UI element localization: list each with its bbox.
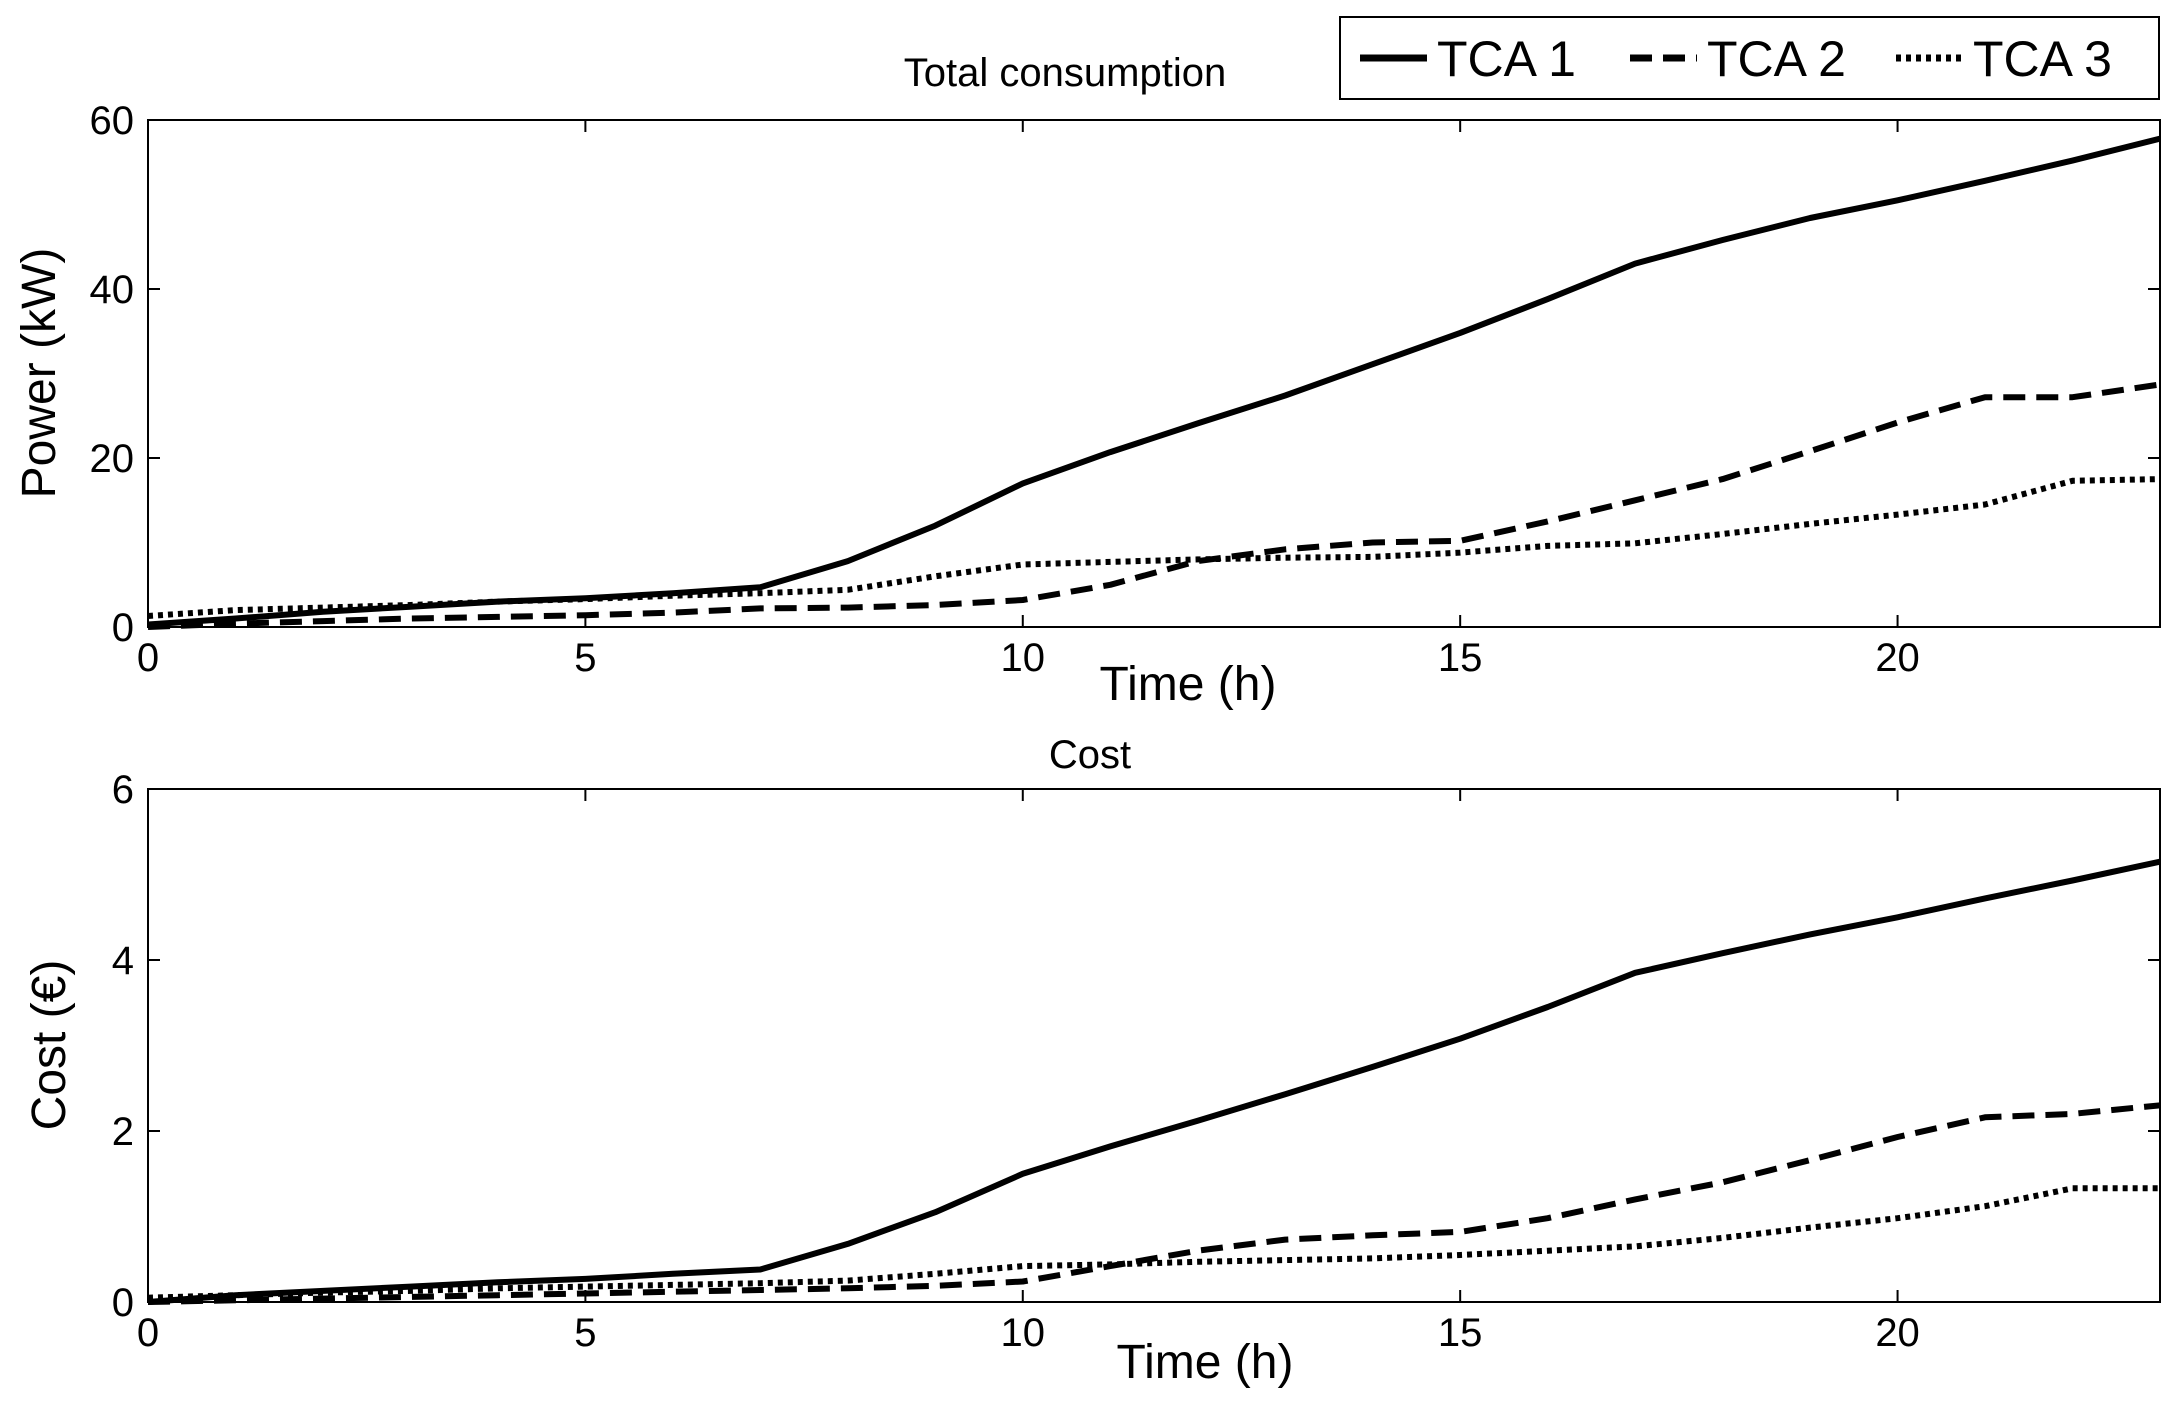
y-tick-label: 0 bbox=[112, 1281, 134, 1325]
y-tick-label: 4 bbox=[112, 939, 134, 983]
y-tick-label: 60 bbox=[90, 99, 135, 143]
legend: TCA 1 TCA 2 TCA 3 bbox=[1339, 16, 2160, 100]
series-line-tca-1 bbox=[147, 858, 2161, 1305]
legend-label-tca-3: TCA 3 bbox=[1973, 31, 2112, 87]
chart-title: Total consumption bbox=[904, 51, 1226, 95]
x-axis-label: Time (h) bbox=[1117, 1336, 1294, 1389]
x-tick-label: 15 bbox=[1438, 1311, 1483, 1355]
series-line-tca-1 bbox=[147, 135, 2161, 628]
legend-entry-tca-2: TCA 2 bbox=[1630, 31, 1846, 87]
x-tick-label: 20 bbox=[1875, 1311, 1920, 1355]
plot-area bbox=[147, 788, 2161, 1303]
legend-box bbox=[1339, 16, 2160, 100]
axis-ticks: 0 5 10 15 20 0 2 4 6 bbox=[112, 768, 2160, 1355]
chart-title: Cost bbox=[1049, 733, 1131, 777]
legend-entry-tca-3: TCA 3 bbox=[1896, 31, 2112, 87]
series-lines bbox=[147, 858, 2161, 1305]
x-tick-label: 5 bbox=[574, 636, 596, 680]
chart-total-consumption: Total consumption 0 5 10 15 20 0 20 40 60 Time (… bbox=[13, 51, 2161, 711]
x-tick-label: 5 bbox=[574, 1311, 596, 1355]
series-line-tca-2 bbox=[147, 1102, 2161, 1305]
x-tick-label: 10 bbox=[1001, 636, 1046, 680]
y-axis-label: Cost (€) bbox=[23, 960, 76, 1131]
x-tick-label: 0 bbox=[137, 636, 159, 680]
series-line-tca-3 bbox=[147, 476, 2161, 619]
x-tick-label: 20 bbox=[1875, 636, 1920, 680]
series-line-tca-2 bbox=[147, 381, 2161, 630]
y-axis-label: Power (kW) bbox=[13, 248, 66, 499]
y-tick-label: 2 bbox=[112, 1110, 134, 1154]
legend-entry-tca-1: TCA 1 bbox=[1360, 31, 1576, 87]
series-lines bbox=[147, 135, 2161, 630]
chart-cost: Cost 0 5 10 15 20 0 2 4 6 Time (h) Cost (€) bbox=[23, 733, 2161, 1389]
x-tick-label: 15 bbox=[1438, 636, 1483, 680]
plot-area bbox=[147, 119, 2161, 628]
y-tick-label: 40 bbox=[90, 268, 135, 312]
legend-label-tca-1: TCA 1 bbox=[1437, 31, 1576, 87]
x-tick-label: 0 bbox=[137, 1311, 159, 1355]
y-tick-label: 0 bbox=[112, 606, 134, 650]
legend-label-tca-2: TCA 2 bbox=[1707, 31, 1846, 87]
y-tick-label: 6 bbox=[112, 768, 134, 812]
x-tick-label: 10 bbox=[1001, 1311, 1046, 1355]
x-axis-label: Time (h) bbox=[1100, 658, 1277, 711]
y-tick-label: 20 bbox=[90, 437, 135, 481]
